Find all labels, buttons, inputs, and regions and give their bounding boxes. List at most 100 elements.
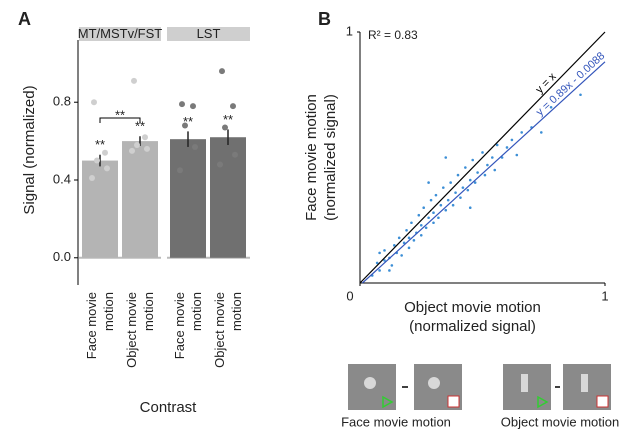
- point: [383, 259, 386, 262]
- bar: [210, 137, 246, 258]
- stimulus-object: [581, 374, 588, 392]
- subject-point: [230, 103, 236, 110]
- category-label-box: Object movie motion: [212, 292, 244, 368]
- subject-point: [102, 149, 108, 156]
- annotation: R² = 0.83: [368, 28, 418, 42]
- x-axis-label: (normalized signal): [409, 318, 536, 335]
- subject-point: [217, 161, 223, 168]
- play-icon: [382, 395, 394, 409]
- point: [449, 181, 452, 184]
- subject-point: [182, 122, 188, 129]
- point: [405, 228, 408, 232]
- stimulus-label: Object movie motion: [501, 414, 620, 429]
- bracket-label: **: [115, 107, 125, 122]
- point: [444, 208, 448, 212]
- category-label-text: Object movie motion: [212, 292, 244, 368]
- bar: [82, 160, 118, 258]
- point: [493, 168, 497, 172]
- point: [468, 178, 472, 182]
- category-label-box: Object movie motion: [124, 292, 156, 368]
- point: [510, 138, 514, 142]
- subject-point: [232, 151, 238, 158]
- point: [400, 254, 403, 257]
- y-tick-label: 0.4: [53, 171, 71, 186]
- point: [378, 251, 381, 255]
- x-tick-label: 1: [601, 288, 608, 303]
- point: [417, 213, 421, 217]
- y-axis-label: (normalized signal): [322, 94, 339, 221]
- y-axis-label: Face movie motion: [303, 94, 320, 221]
- point: [471, 158, 475, 162]
- point: [432, 211, 435, 215]
- point: [388, 269, 391, 272]
- point: [375, 261, 379, 265]
- point: [397, 236, 401, 240]
- subject-point: [144, 145, 150, 152]
- point: [424, 226, 428, 230]
- y-tick-label: 0.0: [53, 249, 71, 264]
- subject-point: [131, 77, 137, 84]
- stimulus-label: Face movie motion: [341, 414, 451, 429]
- point: [491, 156, 494, 159]
- bar: [122, 141, 158, 258]
- point: [454, 191, 457, 194]
- point: [434, 193, 438, 197]
- y-tick-label: 1: [346, 23, 353, 38]
- point: [422, 206, 426, 209]
- point: [476, 171, 479, 174]
- facet-label: MT/MSTv/FST: [78, 26, 163, 41]
- x-axis-label: Contrast: [140, 399, 198, 416]
- point: [459, 196, 462, 199]
- point: [481, 151, 484, 154]
- significance: **: [183, 114, 193, 129]
- point: [429, 198, 433, 202]
- significance: **: [223, 112, 233, 127]
- facet-strip: [79, 27, 161, 41]
- subject-point: [177, 167, 183, 174]
- point: [473, 181, 477, 184]
- point: [432, 221, 435, 225]
- point: [383, 249, 386, 252]
- point: [407, 236, 411, 240]
- stimulus-object: [521, 374, 528, 392]
- facet-strip: [167, 27, 250, 41]
- category-label-box: Face movie motion: [84, 292, 116, 359]
- point: [407, 246, 411, 250]
- point: [515, 153, 519, 157]
- stimuli: Face movie motion Object movie motion: [341, 364, 619, 429]
- point: [464, 166, 467, 169]
- facet-label: LST: [197, 26, 221, 41]
- point: [442, 186, 445, 189]
- category-label: Object movie motion: [124, 292, 156, 368]
- subject-point: [94, 157, 100, 164]
- subject-point: [179, 101, 185, 108]
- point: [456, 173, 460, 177]
- panel-label: A: [18, 9, 31, 29]
- panel-label: B: [318, 9, 331, 29]
- point: [486, 163, 489, 167]
- category-label-text: Face movie motion: [172, 292, 204, 360]
- category-label: Object movie motion: [212, 292, 244, 368]
- point: [390, 264, 394, 267]
- point: [378, 269, 381, 272]
- point: [466, 188, 470, 192]
- play-icon: [537, 395, 549, 409]
- point: [461, 186, 465, 189]
- stimulus-face: [428, 377, 440, 389]
- point: [451, 203, 455, 207]
- point: [402, 241, 406, 245]
- subject-point: [142, 134, 148, 141]
- category-label-box: Face movie motion: [172, 292, 204, 360]
- subject-point: [222, 124, 228, 131]
- point: [579, 93, 582, 97]
- subject-point: [104, 165, 110, 172]
- point: [427, 216, 430, 220]
- point: [439, 203, 443, 207]
- x-tick-label: 0: [346, 288, 353, 303]
- x-axis-label: Object movie motion: [404, 299, 541, 316]
- point: [393, 244, 396, 247]
- point: [540, 131, 543, 134]
- bracket: [99, 117, 141, 123]
- subject-point: [129, 147, 135, 154]
